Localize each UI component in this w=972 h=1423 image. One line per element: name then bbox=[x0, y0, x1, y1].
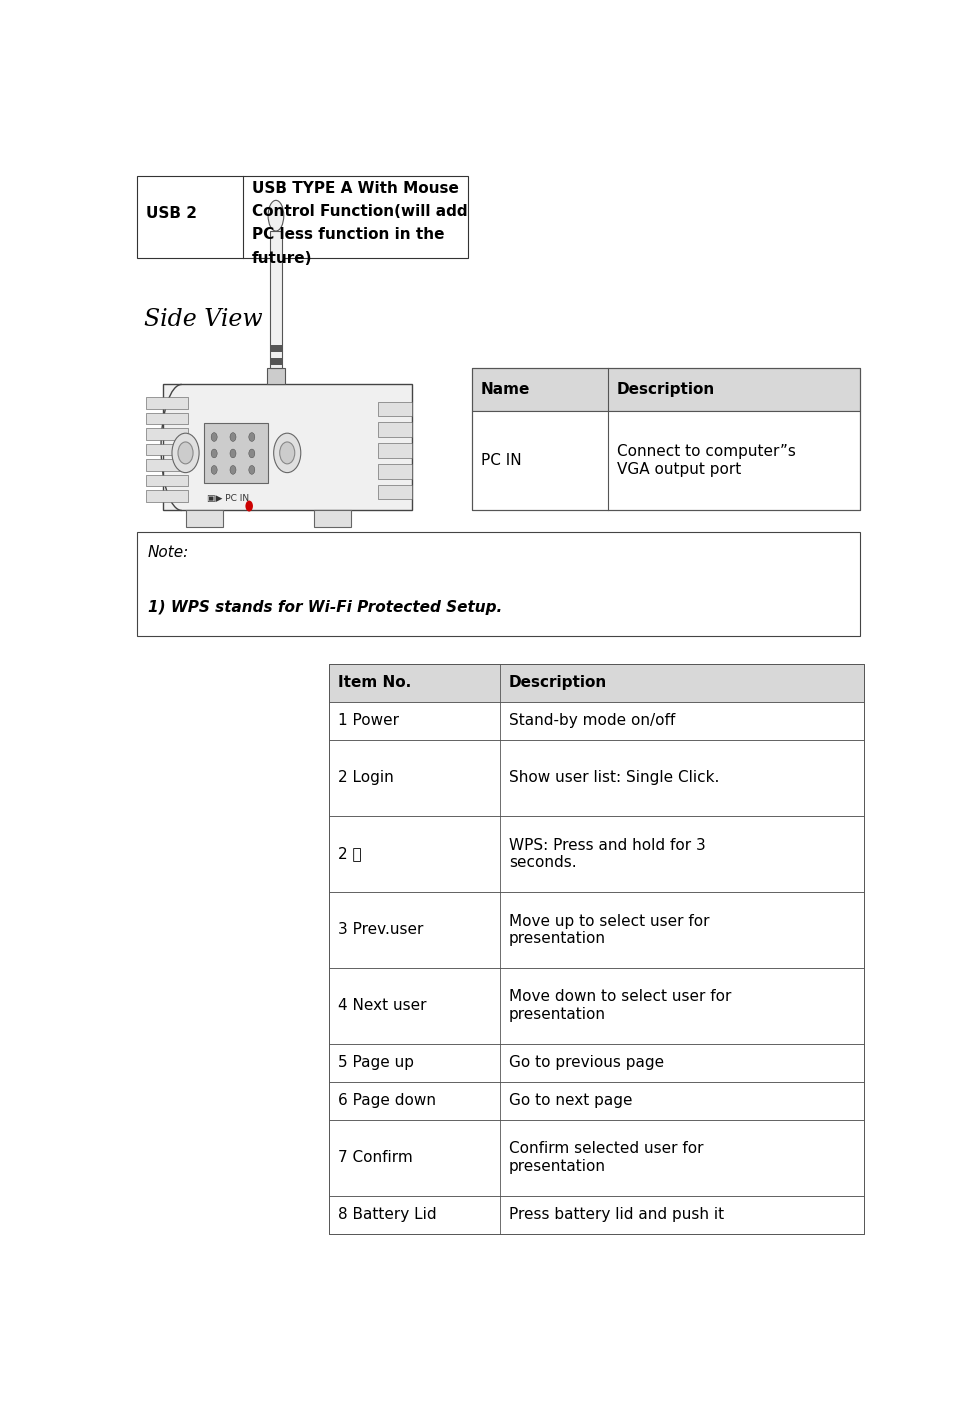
Bar bbox=[314, 511, 351, 527]
Bar bbox=[204, 423, 268, 482]
Bar bbox=[270, 344, 282, 351]
Text: 5 Page up: 5 Page up bbox=[337, 1056, 414, 1070]
Bar bbox=[377, 485, 411, 499]
Text: USB TYPE A With Mouse
Control Function(will add
PC less function in the
future): USB TYPE A With Mouse Control Function(w… bbox=[252, 181, 468, 266]
Bar bbox=[377, 423, 411, 437]
Text: Name: Name bbox=[481, 381, 530, 397]
Bar bbox=[471, 369, 859, 511]
Text: Show user list: Single Click.: Show user list: Single Click. bbox=[509, 770, 719, 785]
Text: Description: Description bbox=[616, 381, 714, 397]
Bar bbox=[147, 397, 188, 408]
Bar bbox=[136, 532, 859, 636]
Bar bbox=[147, 474, 188, 487]
Circle shape bbox=[211, 465, 217, 474]
Bar bbox=[329, 663, 863, 1234]
Text: 3 Prev.user: 3 Prev.user bbox=[337, 922, 423, 938]
Text: 1) WPS stands for Wi-Fi Protected Setup.: 1) WPS stands for Wi-Fi Protected Setup. bbox=[148, 601, 503, 615]
Text: 1 Power: 1 Power bbox=[337, 713, 399, 729]
Bar bbox=[147, 460, 188, 471]
Bar bbox=[329, 663, 863, 702]
Circle shape bbox=[249, 465, 255, 474]
Circle shape bbox=[280, 443, 295, 464]
Text: 6 Page down: 6 Page down bbox=[337, 1093, 435, 1109]
Text: WPS: Press and hold for 3
seconds.: WPS: Press and hold for 3 seconds. bbox=[509, 838, 706, 869]
Bar bbox=[147, 413, 188, 424]
Bar bbox=[329, 815, 863, 892]
Bar bbox=[377, 464, 411, 478]
Bar bbox=[329, 968, 863, 1043]
Circle shape bbox=[249, 450, 255, 458]
Text: Go to next page: Go to next page bbox=[509, 1093, 633, 1109]
Text: 4 Next user: 4 Next user bbox=[337, 998, 426, 1013]
Text: 2 Login: 2 Login bbox=[337, 770, 394, 785]
Bar bbox=[270, 359, 282, 364]
Text: Stand-by mode on/off: Stand-by mode on/off bbox=[509, 713, 676, 729]
Bar bbox=[270, 231, 282, 369]
Circle shape bbox=[230, 450, 236, 458]
Bar bbox=[329, 1043, 863, 1081]
Circle shape bbox=[249, 433, 255, 441]
Circle shape bbox=[245, 501, 253, 511]
Bar bbox=[471, 369, 859, 411]
Text: Item No.: Item No. bbox=[337, 676, 411, 690]
Text: USB 2: USB 2 bbox=[146, 206, 196, 221]
Text: Go to previous page: Go to previous page bbox=[509, 1056, 664, 1070]
Text: 8 Battery Lid: 8 Battery Lid bbox=[337, 1207, 436, 1222]
Bar bbox=[147, 490, 188, 502]
Text: 2 🔒: 2 🔒 bbox=[337, 847, 362, 861]
Text: Confirm selected user for
presentation: Confirm selected user for presentation bbox=[509, 1141, 704, 1174]
Text: Move up to select user for
presentation: Move up to select user for presentation bbox=[509, 914, 710, 946]
Bar bbox=[329, 1081, 863, 1120]
Bar bbox=[329, 1195, 863, 1234]
Bar bbox=[329, 892, 863, 968]
Bar bbox=[147, 428, 188, 440]
Text: Connect to computer”s
VGA output port: Connect to computer”s VGA output port bbox=[616, 444, 795, 477]
Circle shape bbox=[230, 433, 236, 441]
Bar bbox=[163, 384, 411, 511]
Bar bbox=[186, 511, 224, 527]
Text: Move down to select user for
presentation: Move down to select user for presentatio… bbox=[509, 989, 731, 1022]
Text: Side View: Side View bbox=[144, 307, 262, 330]
Text: Description: Description bbox=[509, 676, 608, 690]
Circle shape bbox=[211, 450, 217, 458]
Circle shape bbox=[230, 465, 236, 474]
Bar bbox=[329, 740, 863, 815]
Bar bbox=[471, 411, 859, 511]
Bar bbox=[147, 444, 188, 455]
Text: ▣▶ PC IN: ▣▶ PC IN bbox=[207, 494, 249, 502]
Text: PC IN: PC IN bbox=[481, 453, 521, 468]
Circle shape bbox=[178, 443, 193, 464]
Bar bbox=[266, 369, 286, 384]
Bar bbox=[329, 702, 863, 740]
Circle shape bbox=[211, 433, 217, 441]
Bar bbox=[377, 401, 411, 416]
Bar bbox=[329, 1120, 863, 1195]
Circle shape bbox=[274, 433, 300, 472]
Bar bbox=[136, 176, 469, 259]
Text: 7 Confirm: 7 Confirm bbox=[337, 1150, 412, 1165]
Circle shape bbox=[172, 433, 199, 472]
Text: Note:: Note: bbox=[148, 545, 190, 561]
Text: Press battery lid and push it: Press battery lid and push it bbox=[509, 1207, 724, 1222]
Ellipse shape bbox=[268, 201, 284, 231]
Bar bbox=[377, 443, 411, 458]
